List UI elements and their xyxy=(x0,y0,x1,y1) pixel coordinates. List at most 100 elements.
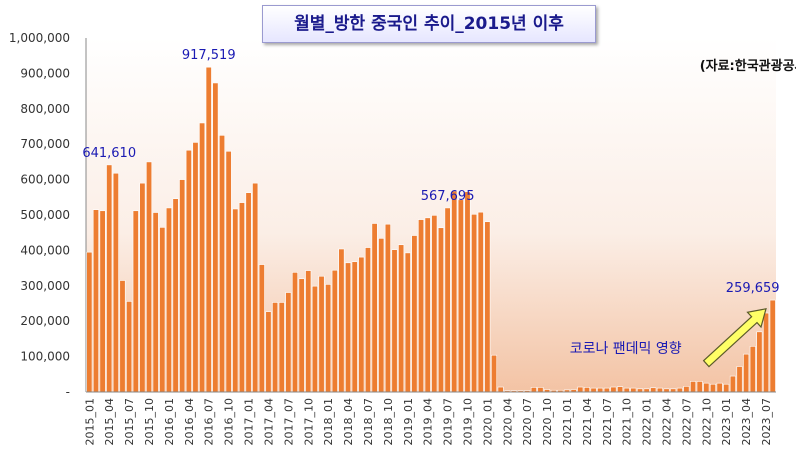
y-tick-label: 700,000 xyxy=(20,137,70,151)
bar-2021_11 xyxy=(630,387,637,393)
y-tick-label: 400,000 xyxy=(20,243,70,257)
bar-2019_02 xyxy=(411,235,418,393)
bar-2018_10 xyxy=(384,223,391,393)
bar-2020_02 xyxy=(491,354,498,393)
bar-2020_08 xyxy=(530,387,537,393)
chart-title: 월별_방한 중국인 추이_2015년 이후 xyxy=(262,5,596,43)
bar-2015_08 xyxy=(132,210,139,393)
x-tick-label: 2015_01 xyxy=(83,398,96,446)
bar-2016_04 xyxy=(185,149,192,393)
bar-2019_04 xyxy=(424,217,431,393)
bar-2019_12 xyxy=(477,211,484,393)
y-tick-label: 200,000 xyxy=(20,314,70,328)
x-tick-label: 2015_07 xyxy=(123,398,136,446)
x-tick-label: 2018_10 xyxy=(382,398,395,446)
bars xyxy=(86,66,776,393)
bar-2023_05 xyxy=(749,346,756,393)
bar-2018_08 xyxy=(371,223,378,393)
x-tick-label: 2021_04 xyxy=(581,398,594,446)
x-tick-label: 2022_01 xyxy=(641,398,654,446)
bar-2018_06 xyxy=(358,256,365,393)
bar-2022_03 xyxy=(656,387,663,393)
y-tick-label: 500,000 xyxy=(20,208,70,222)
x-tick-label: 2017_10 xyxy=(302,398,315,446)
bar-2018_02 xyxy=(331,269,338,393)
x-tick-label: 2019_04 xyxy=(422,398,435,446)
bar-2023_02 xyxy=(729,375,736,393)
bar-2023_07 xyxy=(763,312,770,393)
bar-2015_02 xyxy=(92,209,99,393)
x-tick-label: 2023_07 xyxy=(760,398,773,446)
x-tick-label: 2016_10 xyxy=(223,398,236,446)
bar-2016_12 xyxy=(238,202,245,393)
y-tick-label: 900,000 xyxy=(20,66,70,80)
bar-2016_09 xyxy=(218,135,226,393)
bar-2021_09 xyxy=(617,386,624,393)
x-tick-label: 2018_07 xyxy=(362,398,375,446)
x-tick-label: 2018_04 xyxy=(342,398,355,446)
bar-2016_08 xyxy=(212,82,219,393)
x-tick-label: 2016_07 xyxy=(203,398,216,446)
bar-2022_11 xyxy=(709,383,716,393)
x-tick-label: 2023_01 xyxy=(720,398,733,446)
annotations: 641,610 917,519 567,695 259,659 코로나 팬데믹 영향 (자… xyxy=(82,48,796,368)
x-tick-label: 2015_10 xyxy=(143,398,156,446)
bar-2015_04 xyxy=(106,164,113,393)
y-tick-label: 600,000 xyxy=(20,173,70,187)
bar-2021_08 xyxy=(610,386,617,393)
bar-2018_05 xyxy=(351,261,358,393)
y-tick-label: - xyxy=(66,385,70,399)
bar-2021_07 xyxy=(603,387,610,393)
bar-2017_12 xyxy=(318,275,325,393)
bar-2022_10 xyxy=(703,382,710,393)
bar-2015_05 xyxy=(112,172,119,393)
bar-2016_01 xyxy=(165,207,172,393)
bar-2017_11 xyxy=(311,285,318,393)
bar-2021_03 xyxy=(577,386,584,393)
data-label: 917,519 xyxy=(182,48,236,63)
data-label: 567,695 xyxy=(421,189,475,204)
bar-2022_08 xyxy=(690,381,697,393)
x-tick-label: 2016_01 xyxy=(163,398,176,446)
bar-2017_09 xyxy=(298,278,305,393)
bar-2019_03 xyxy=(418,219,425,393)
bar-2019_01 xyxy=(404,252,411,393)
x-tick-label: 2020_01 xyxy=(481,398,494,446)
data-label: 641,610 xyxy=(82,146,136,161)
bar-2023_01 xyxy=(723,383,730,393)
x-axis: 2015_01 2015_04 2015_07 2015_10 2016_01 2016_… xyxy=(83,391,776,446)
bar-2022_06 xyxy=(676,387,683,393)
bar-2016_10 xyxy=(225,150,232,393)
bar-2018_07 xyxy=(364,247,371,393)
bar-2022_02 xyxy=(650,387,657,393)
bar-2023_03 xyxy=(736,366,743,393)
data-label: 259,659 xyxy=(726,281,780,296)
x-tick-label: 2016_04 xyxy=(183,398,196,446)
bar-2023_04 xyxy=(743,353,750,393)
bar-2018_11 xyxy=(391,249,398,393)
bar-2017_01 xyxy=(245,192,252,393)
bar-2015_03 xyxy=(99,210,106,393)
bar-2019_11 xyxy=(471,213,478,393)
bar-2018_03 xyxy=(338,248,345,393)
x-tick-label: 2022_07 xyxy=(680,398,693,446)
x-tick-label: 2020_07 xyxy=(521,398,534,446)
bar-2016_03 xyxy=(179,179,186,393)
y-tick-label: 100,000 xyxy=(20,350,70,364)
bar-2021_06 xyxy=(597,387,604,393)
x-tick-label: 2022_10 xyxy=(700,398,713,446)
bar-2020_03 xyxy=(497,386,504,393)
x-tick-label: 2020_04 xyxy=(501,398,514,446)
covid-annotation: 코로나 팬데믹 영향 xyxy=(570,341,682,357)
bar-2019_05 xyxy=(431,215,438,393)
x-tick-label: 2017_07 xyxy=(282,398,295,446)
bar-2021_04 xyxy=(583,387,590,393)
x-tick-label: 2023_04 xyxy=(740,398,753,446)
bar-2021_10 xyxy=(623,387,630,393)
bar-2015_12 xyxy=(159,227,166,393)
x-tick-label: 2015_04 xyxy=(103,398,116,446)
x-tick-label: 2019_10 xyxy=(461,398,474,446)
bar-2015_10 xyxy=(146,161,153,393)
bar-2017_08 xyxy=(291,272,299,393)
y-tick-label: 1,000,000 xyxy=(9,31,70,45)
